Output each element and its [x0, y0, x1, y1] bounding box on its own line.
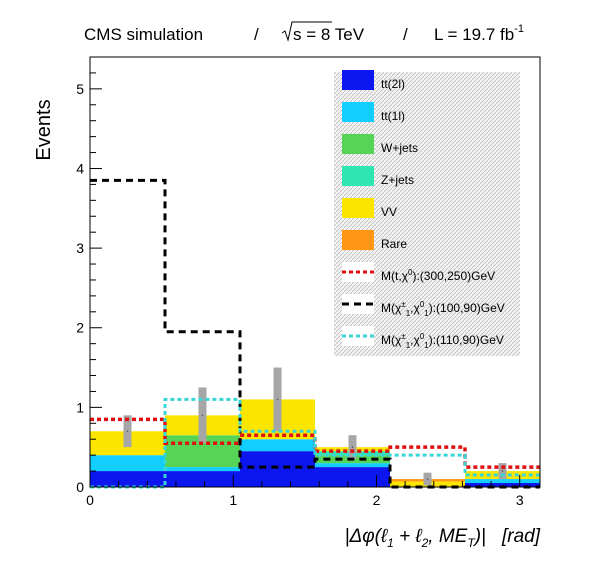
- uncertainty-center-bin-2: [276, 398, 279, 401]
- plot-frame: [89, 56, 541, 488]
- legend-label-zjets: Z+jets: [381, 173, 414, 187]
- legend: tt(2l) tt(1l) W+jets Z+jets VV Rare M(t,…: [334, 70, 520, 356]
- s0-pre: M(: [381, 269, 395, 283]
- legend-swatch-2: [342, 134, 374, 154]
- bar-tt-2l--bin-3: [315, 467, 390, 487]
- y-tick-label: 5: [76, 81, 84, 97]
- s1-post: ):(100,90)GeV: [429, 301, 505, 315]
- header-lumi: L = 19.7 fb-1: [434, 23, 524, 44]
- legend-label-signal-chargino-100: M(χ±1,χ01):(100,90)GeV: [381, 300, 505, 318]
- s1-sub1: 1: [406, 309, 411, 318]
- xlabel-plus: + ℓ: [394, 526, 423, 547]
- legend-label-signal-stop: M(t,χ0):(300,250)GeV: [381, 268, 495, 283]
- s0-sup: 0: [408, 268, 413, 277]
- s2-sup2: 0: [420, 332, 425, 341]
- legend-swatch-4: [342, 198, 374, 218]
- xlabel-comma: , ME: [428, 526, 467, 547]
- bar-tt-1l--bin-3: [315, 463, 390, 468]
- legend-swatch-3: [342, 166, 374, 186]
- y-tick-label: 4: [76, 160, 84, 176]
- legend-label-tt2l: tt(2l): [381, 77, 405, 91]
- uncertainty-layer: [123, 367, 507, 486]
- header-sep-2: /: [403, 25, 408, 44]
- bar-tt-1l--bin-1: [165, 467, 240, 472]
- uncertainty-center-bin-0: [126, 430, 129, 433]
- legend-label-signal-chargino-110: M(χ±1,χ01):(110,90)GeV: [381, 332, 504, 350]
- s1-pre: M(: [381, 301, 395, 315]
- s2-p1: χ: [395, 333, 402, 347]
- xlabel-open: |Δφ(ℓ: [345, 526, 388, 547]
- x-axis-label: |Δφ(ℓ1 + ℓ2, MET)| [rad]: [345, 526, 541, 550]
- legend-swatch-0: [342, 70, 374, 90]
- bar-tt-2l--bin-5: [465, 483, 540, 487]
- bar-tt-2l--bin-0: [90, 471, 165, 487]
- s2-post: ):(110,90)GeV: [429, 333, 504, 347]
- s1-sub2: 1: [424, 309, 429, 318]
- y-tick-label: 3: [76, 240, 84, 256]
- s1-sup1: ±: [401, 300, 406, 309]
- s2-pre: M(: [381, 333, 395, 347]
- s0-p2: χ: [402, 269, 409, 283]
- legend-swatch-1: [342, 102, 374, 122]
- s2-sup1: ±: [401, 332, 406, 341]
- x-tick-label: 2: [373, 492, 381, 508]
- x-tick-label: 0: [86, 492, 94, 508]
- signal-layer: [90, 178, 540, 489]
- s0-post: ):(300,250)GeV: [412, 269, 495, 283]
- y-tick-label: 2: [76, 320, 84, 336]
- header-sep-1: /: [254, 25, 259, 44]
- uncertainty-center-bin-1: [201, 414, 204, 417]
- bar-tt-2l--bin-2: [240, 451, 315, 487]
- s1-sup2: 0: [420, 300, 425, 309]
- uncertainty-center-bin-4: [426, 478, 429, 480]
- s0-p1: t: [395, 269, 399, 283]
- legend-label-rare: Rare: [381, 237, 407, 251]
- x-tick-label: 1: [229, 492, 237, 508]
- legend-swatches: [342, 70, 374, 346]
- bar-tt-1l--bin-0: [90, 455, 165, 472]
- legend-label-tt1l: tt(1l): [381, 109, 405, 123]
- s2-sub2: 1: [424, 341, 429, 350]
- x-tick-label: 3: [516, 492, 524, 508]
- s2-sub1: 1: [406, 341, 411, 350]
- xlabel-sub2: 2: [421, 536, 429, 550]
- y-tick-label: 1: [76, 399, 84, 415]
- uncertainty-center-bin-3: [351, 446, 354, 448]
- s1-mid: ,: [410, 301, 413, 315]
- header-left: CMS simulation: [84, 25, 203, 44]
- s2-p2: χ: [414, 333, 421, 347]
- y-axis-label: Events: [33, 99, 55, 160]
- legend-label-vv: VV: [381, 205, 397, 219]
- stack-layer: [90, 399, 540, 487]
- s2-mid: ,: [410, 333, 413, 347]
- xlabel-sub1: 1: [387, 536, 394, 550]
- y-tick-label: 0: [76, 479, 84, 495]
- signal-line-2: [90, 397, 540, 489]
- bar-tt-1l--bin-5: [465, 479, 540, 484]
- s1-p1: χ: [395, 301, 402, 315]
- legend-label-wjets: W+jets: [381, 141, 418, 155]
- header-lumi-exp: -1: [514, 23, 524, 35]
- header-lumi-text: L = 19.7 fb: [434, 25, 514, 44]
- bar-tt-2l--bin-1: [165, 471, 240, 487]
- s0-mid: ,: [398, 269, 401, 283]
- legend-swatch-5: [342, 230, 374, 250]
- sqrt-icon: [281, 21, 332, 42]
- xlabel-subT: T: [467, 536, 476, 550]
- s1-p2: χ: [414, 301, 421, 315]
- uncertainty-center-bin-5: [501, 470, 504, 472]
- xlabel-close: )|: [473, 526, 486, 547]
- xlabel-unit: [rad]: [501, 526, 541, 547]
- bar-tt-1l--bin-2: [240, 439, 315, 452]
- header-energy: s = 8 TeV: [293, 25, 365, 44]
